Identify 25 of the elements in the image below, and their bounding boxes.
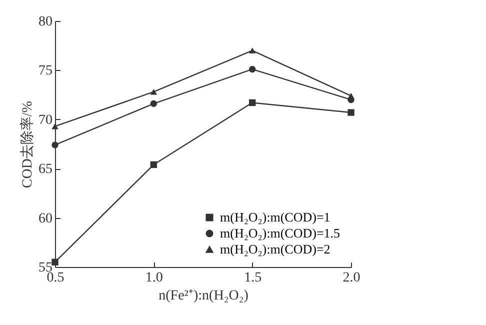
point (248, 66, 256, 73)
y-axis-title: COD去除率/% (20, 100, 36, 188)
x-axis-title: n(Fe²⁺):n(H₂O₂) (158, 288, 249, 304)
point (150, 88, 158, 95)
point (348, 109, 354, 116)
legend-label: m(H₂O₂):m(COD)=2 (220, 242, 330, 256)
y-tick-label: 80 (38, 14, 52, 30)
legend-label: m(H₂O₂):m(COD)=1 (220, 210, 330, 224)
legend-label: m(H₂O₂):m(COD)=1.5 (220, 226, 340, 240)
x-tick-label: 2.0 (342, 270, 360, 286)
point (52, 123, 58, 130)
y-tick-label: 70 (38, 112, 52, 128)
y-tick-label: 60 (38, 211, 52, 226)
x-tick-label: 1.5 (244, 270, 262, 286)
point (248, 99, 256, 106)
x-tick-label: 1.0 (145, 270, 163, 286)
x-tick-label: 0.5 (46, 270, 64, 286)
point (52, 258, 58, 266)
point (348, 92, 354, 99)
point (52, 142, 58, 148)
point (150, 161, 158, 168)
y-tick-label: 65 (38, 162, 52, 178)
point (248, 48, 256, 54)
point (150, 100, 158, 108)
y-tick-label: 75 (38, 64, 52, 79)
